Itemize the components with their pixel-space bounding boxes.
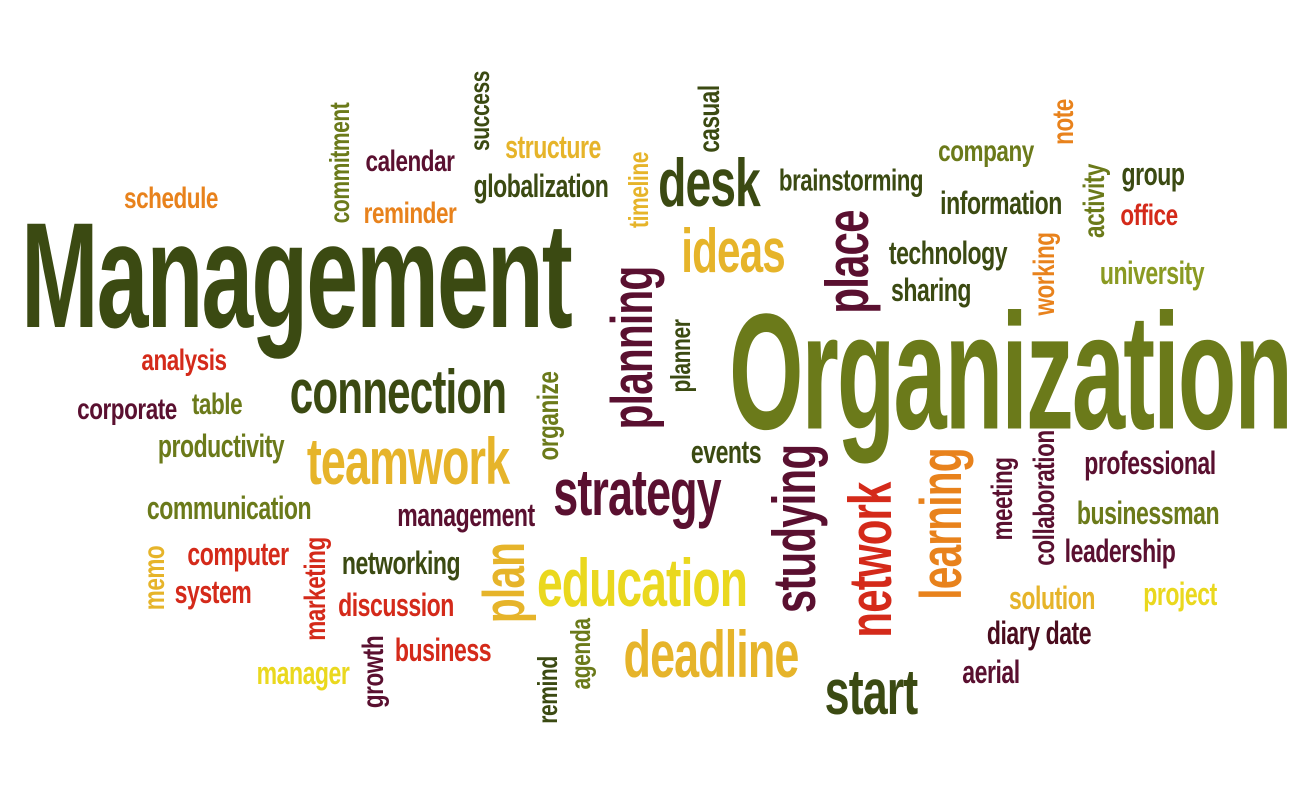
cloud-word-place: place <box>814 210 881 314</box>
cloud-word-timeline: timeline <box>623 152 654 228</box>
cloud-word-technology: technology <box>888 235 1008 271</box>
cloud-word-solution: solution <box>1009 580 1095 616</box>
cloud-word-office: office <box>1120 199 1178 232</box>
cloud-word-project: project <box>1143 576 1217 612</box>
cloud-word-studying: studying <box>761 444 828 614</box>
cloud-word-company: company <box>938 135 1034 168</box>
cloud-word-meeting: meeting <box>986 457 1019 541</box>
cloud-word-note: note <box>1047 99 1080 145</box>
cloud-word-events: events <box>690 434 762 470</box>
cloud-word-management: Management <box>21 191 573 359</box>
cloud-word-desk: desk <box>658 145 761 221</box>
cloud-word-deadline: deadline <box>623 617 800 691</box>
cloud-word-system: system <box>174 574 252 610</box>
cloud-word-university: university <box>1099 255 1205 291</box>
cloud-word-planner: planner <box>665 319 696 393</box>
cloud-word-connection: connection <box>289 358 507 427</box>
cloud-word-growth: growth <box>357 635 390 709</box>
cloud-word-teamwork: teamwork <box>306 424 510 498</box>
cloud-word-plan: plan <box>472 542 537 624</box>
cloud-word-working: working <box>1028 232 1061 316</box>
cloud-word-globalization: globalization <box>473 168 609 204</box>
cloud-word-productivity: productivity <box>157 428 285 464</box>
cloud-word-reminder: reminder <box>363 197 457 230</box>
cloud-word-professional: professional <box>1084 445 1216 481</box>
cloud-word-schedule: schedule <box>124 182 218 215</box>
cloud-word-organization: Organization <box>729 279 1293 464</box>
cloud-word-business: business <box>394 632 492 668</box>
cloud-word-organize: organize <box>532 371 565 461</box>
cloud-word-ideas: ideas <box>681 217 785 286</box>
cloud-word-collaboration: collaboration <box>1028 430 1061 566</box>
cloud-word-network: network <box>837 482 904 638</box>
cloud-word-analysis: analysis <box>141 344 227 377</box>
cloud-word-strategy: strategy <box>553 455 721 529</box>
cloud-word-businessman: businessman <box>1076 495 1220 531</box>
cloud-word-table: table <box>191 388 243 421</box>
cloud-word-remind: remind <box>532 656 563 724</box>
cloud-word-start: start <box>824 656 919 728</box>
cloud-word-management: management <box>397 497 535 533</box>
cloud-word-sharing: sharing <box>891 272 971 308</box>
cloud-word-calendar: calendar <box>365 145 455 178</box>
cloud-word-computer: computer <box>187 536 289 572</box>
cloud-word-networking: networking <box>341 545 461 581</box>
cloud-word-marketing: marketing <box>299 537 332 641</box>
cloud-word-casual: casual <box>693 85 726 153</box>
cloud-word-success: success <box>464 71 495 151</box>
cloud-word-planning: planning <box>600 266 665 430</box>
cloud-word-memo: memo <box>138 545 171 611</box>
cloud-word-group: group <box>1121 156 1185 192</box>
cloud-word-discussion: discussion <box>338 587 454 623</box>
cloud-word-manager: manager <box>256 655 350 691</box>
cloud-word-activity: activity <box>1078 164 1111 238</box>
cloud-word-brainstorming: brainstorming <box>778 162 924 198</box>
cloud-word-agenda: agenda <box>565 618 596 690</box>
cloud-word-leadership: leadership <box>1064 533 1176 569</box>
cloud-word-structure: structure <box>505 129 601 165</box>
cloud-word-education: education <box>536 545 748 621</box>
cloud-word-learning: learning <box>909 448 974 600</box>
cloud-word-commitment: commitment <box>324 102 355 224</box>
cloud-word-diary-date: diary date <box>986 615 1092 651</box>
cloud-word-information: information <box>940 185 1062 221</box>
cloud-word-corporate: corporate <box>77 393 177 426</box>
cloud-word-aerial: aerial <box>962 654 1020 690</box>
cloud-word-communication: communication <box>146 490 312 526</box>
